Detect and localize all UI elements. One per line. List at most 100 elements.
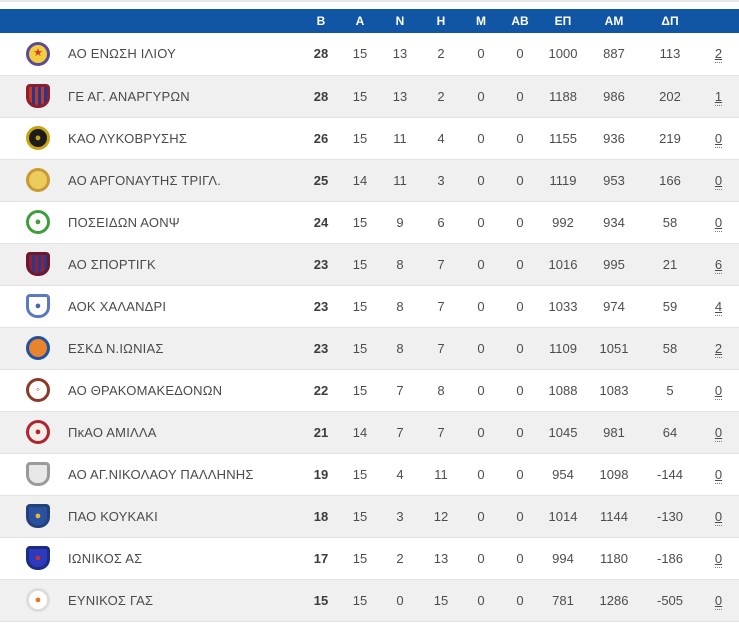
stat-games: 15 (352, 298, 368, 314)
team-row: ◦ ΑΟ ΘΡΑΚΟΜΑΚΕΔΟΝΩΝ 22 15 7 8 0 0 1088 1083 5 0 (0, 369, 739, 411)
team-logo-cell (0, 243, 56, 285)
stat-points-against: 953 (603, 172, 625, 188)
stat-points: 26 (313, 130, 329, 146)
stat-points-against: 887 (603, 46, 625, 62)
team-logo-icon: ★ (26, 41, 50, 66)
penalty-link[interactable]: 0 (714, 592, 723, 610)
team-row: ● ΚΑΟ ΛΥΚΟΒΡΥΣΗΣ 26 15 11 4 0 0 1155 936 219 0 (0, 117, 739, 159)
penalty-link[interactable]: 0 (714, 508, 723, 526)
stat-point-diff: -130 (656, 508, 684, 524)
stat-points: 23 (313, 256, 329, 272)
stat-forfeits: 0 (477, 592, 485, 608)
penalty-link[interactable]: 0 (714, 130, 723, 148)
stat-points: 28 (313, 46, 329, 62)
team-logo-icon: ◦ (26, 378, 50, 402)
penalty-link[interactable]: 0 (714, 550, 723, 568)
stat-wins: 4 (396, 466, 404, 482)
team-name: ΑΟ ΣΠΟΡΤΙΓΚ (68, 256, 156, 272)
team-logo-glyph: ● (34, 215, 42, 228)
stat-losses: 2 (437, 88, 445, 104)
penalty-link[interactable]: 1 (714, 88, 723, 106)
stat-wins: 0 (396, 592, 404, 608)
stat-forfeits: 0 (477, 88, 485, 104)
penalty-cell: 0 (698, 411, 739, 453)
team-row: ΑΟ ΣΠΟΡΤΙΓΚ 23 15 8 7 0 0 1016 995 21 6 (0, 243, 739, 285)
penalty-link[interactable]: 0 (714, 214, 723, 232)
stat-games: 15 (352, 508, 368, 524)
team-name: ΠΑΟ ΚΟΥΚΑΚΙ (68, 508, 158, 524)
stat-point-diff: -505 (656, 592, 684, 608)
stat-point-diff: 58 (662, 214, 678, 230)
penalty-cell: 0 (698, 201, 739, 243)
team-row: ● ΠΟΣΕΙΔΩΝ ΑΟΝΨ 24 15 9 6 0 0 992 934 58 0 (0, 201, 739, 243)
team-logo-cell: ● (0, 201, 56, 243)
stat-points-against: 936 (603, 130, 625, 146)
stat-forfeits: 0 (477, 424, 485, 440)
col-header-wins: Ν (380, 9, 420, 33)
table-body: ★ ΑΟ ΕΝΩΣΗ ΙΛΙΟΥ 28 15 13 2 0 0 1000 887 113 2 ΓΕ ΑΓ… (0, 33, 739, 621)
penalty-link[interactable]: 0 (714, 466, 723, 484)
stat-games: 15 (352, 130, 368, 146)
stat-losses: 3 (437, 172, 445, 188)
penalty-link[interactable]: 2 (714, 46, 723, 64)
stat-losses: 7 (437, 298, 445, 314)
stat-wins: 8 (396, 256, 404, 272)
stat-forfeits: 0 (477, 256, 485, 272)
penalty-link[interactable]: 2 (714, 340, 723, 358)
team-row: ● ΠκΑΟ ΑΜΙΛΛΑ 21 14 7 7 0 0 1045 981 64 0 (0, 411, 739, 453)
team-logo-glyph: ● (34, 425, 42, 438)
col-header-forfeits: Μ (462, 9, 500, 33)
team-name: ΑΟ ΑΡΓΟΝΑΥΤΗΣ ΤΡΙΓΛ. (68, 172, 222, 188)
header-row: Β Α Ν Η Μ ΑΒ ΕΠ ΑΜ ΔΠ (0, 9, 739, 33)
team-name: ΙΩΝΙΚΟΣ ΑΣ (68, 550, 143, 566)
stat-withdrawals: 0 (516, 172, 524, 188)
stat-points-against: 981 (603, 424, 625, 440)
team-name: ΕΣΚΔ Ν.ΙΩΝΙΑΣ (68, 340, 164, 356)
stat-point-diff: 64 (662, 424, 678, 440)
stat-withdrawals: 0 (516, 298, 524, 314)
stat-withdrawals: 0 (516, 130, 524, 146)
stat-losses: 7 (437, 256, 445, 272)
stat-wins: 11 (393, 130, 407, 146)
penalty-link[interactable]: 0 (714, 172, 723, 190)
stat-forfeits: 0 (477, 550, 485, 566)
team-row: ● ΕΥΝΙΚΟΣ ΓΑΣ 15 15 0 15 0 0 781 1286 -505 0 (0, 579, 739, 621)
penalty-cell: 6 (698, 243, 739, 285)
stat-points-for: 1119 (549, 172, 577, 188)
stat-points: 21 (313, 424, 329, 440)
penalty-link[interactable]: 4 (714, 298, 723, 316)
table-header: Β Α Ν Η Μ ΑΒ ΕΠ ΑΜ ΔΠ (0, 9, 739, 33)
team-logo-cell: ● (0, 117, 56, 159)
team-logo-icon: ● (26, 126, 50, 150)
stat-points-against: 995 (603, 256, 625, 272)
stat-forfeits: 0 (477, 46, 485, 62)
penalty-link[interactable]: 0 (714, 424, 723, 442)
stat-points-against: 934 (603, 214, 625, 230)
stat-games: 15 (352, 550, 368, 566)
stat-losses: 6 (437, 214, 445, 230)
team-name: ΠκΑΟ ΑΜΙΛΛΑ (68, 424, 157, 440)
stat-wins: 7 (396, 382, 404, 398)
stat-losses: 8 (437, 382, 445, 398)
top-divider (0, 0, 739, 2)
stat-games: 15 (352, 46, 368, 62)
stat-points-for: 1088 (548, 382, 578, 398)
team-name: ΠΟΣΕΙΔΩΝ ΑΟΝΨ (68, 214, 180, 230)
stat-games: 14 (352, 172, 368, 188)
team-name: ΑΟ ΘΡΑΚΟΜΑΚΕΔΟΝΩΝ (68, 382, 223, 398)
penalty-link[interactable]: 0 (714, 382, 723, 400)
team-logo-glyph: ● (34, 593, 42, 606)
stat-forfeits: 0 (477, 172, 485, 188)
team-logo-cell: ● (0, 411, 56, 453)
team-logo-icon: ● (26, 546, 50, 570)
team-name: ΚΑΟ ΛΥΚΟΒΡΥΣΗΣ (68, 130, 188, 146)
stat-points-for: 1033 (548, 298, 578, 314)
stat-points: 23 (313, 298, 329, 314)
stat-points-against: 1098 (599, 466, 629, 482)
stat-points-against: 1051 (599, 340, 629, 356)
team-logo-glyph: ● (34, 509, 42, 522)
col-header-withdrawals: ΑΒ (500, 9, 540, 33)
stat-points: 15 (313, 592, 329, 608)
penalty-link[interactable]: 6 (714, 256, 723, 274)
